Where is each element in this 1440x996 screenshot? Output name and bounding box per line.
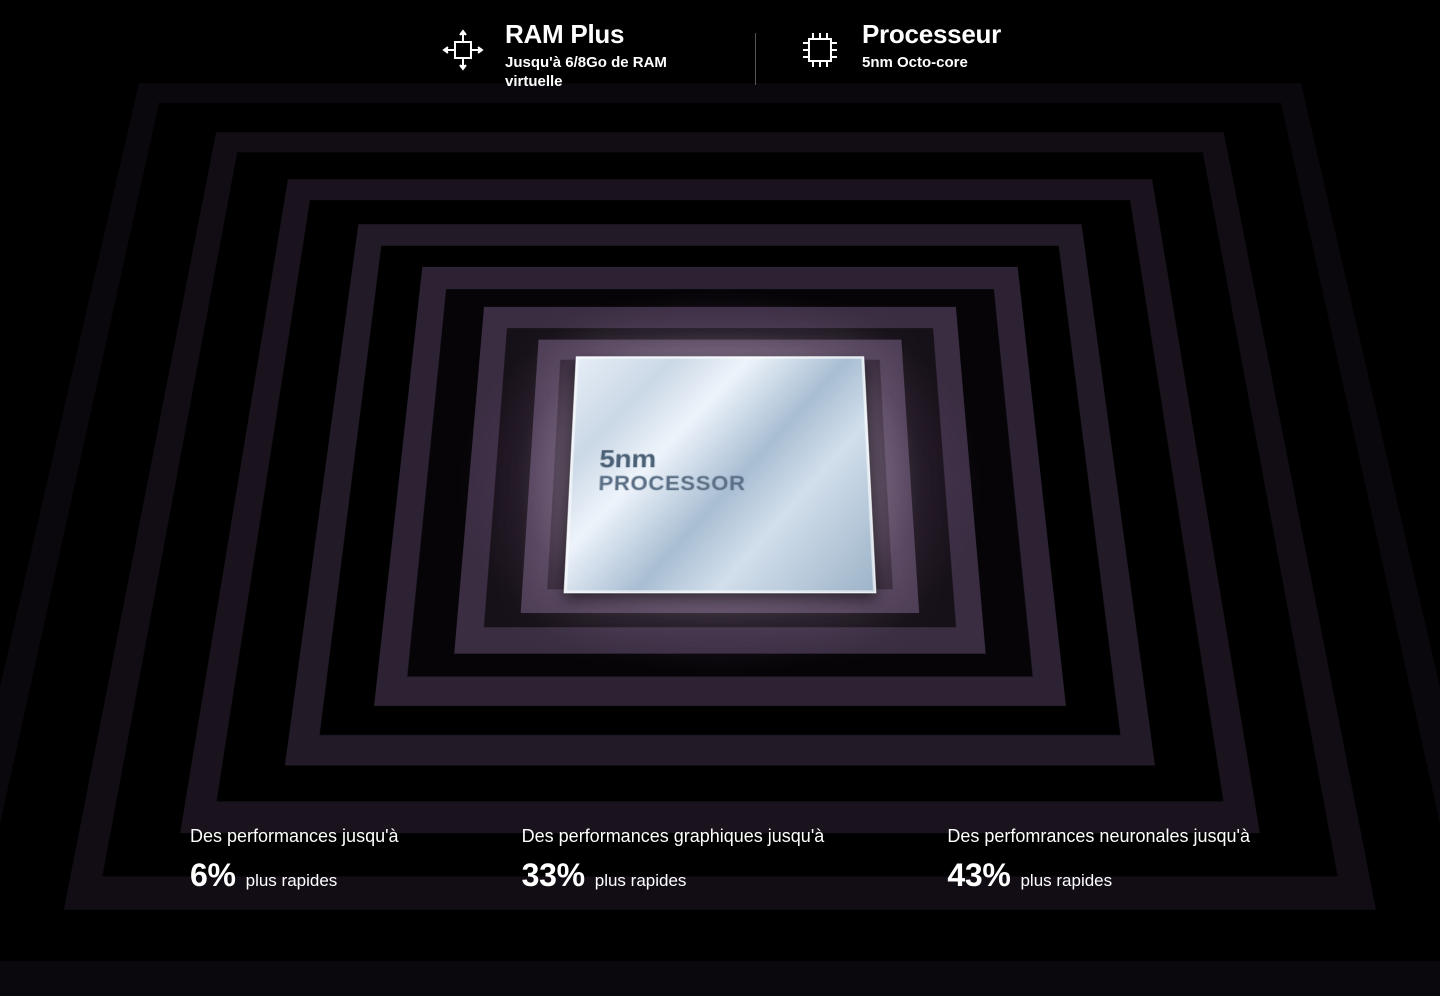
feature-text: Processeur 5nm Octo-core: [862, 20, 1001, 72]
feature-title: RAM Plus: [505, 20, 715, 49]
stat-value-row: 6% plus rapides: [190, 857, 399, 894]
stat-label: Des perfomrances neuronales jusqu'à: [947, 825, 1250, 848]
ram-plus-icon: [439, 20, 487, 80]
processor-icon: [796, 20, 844, 80]
stat-neural: Des perfomrances neuronales jusqu'à 43% …: [947, 825, 1250, 895]
feature-row: RAM Plus Jusqu'à 6/8Go de RAM virtuelle …: [439, 20, 1001, 92]
feature-divider: [755, 33, 756, 85]
concentric-frames: 5nm PROCESSOR: [50, 120, 1390, 820]
stat-value: 43%: [947, 857, 1010, 894]
feature-text: RAM Plus Jusqu'à 6/8Go de RAM virtuelle: [505, 20, 715, 92]
stat-value-row: 43% plus rapides: [947, 857, 1250, 894]
stat-label: Des performances jusqu'à: [190, 825, 399, 848]
stat-value: 6%: [190, 857, 236, 894]
stat-suffix: plus rapides: [1020, 871, 1112, 891]
feature-subtitle: Jusqu'à 6/8Go de RAM virtuelle: [505, 53, 715, 92]
stat-graphics: Des performances graphiques jusqu'à 33% …: [522, 825, 825, 895]
feature-title: Processeur: [862, 20, 1001, 49]
feature-processor: Processeur 5nm Octo-core: [796, 20, 1001, 80]
frames-plane: 5nm PROCESSOR: [0, 183, 1440, 828]
stat-label: Des performances graphiques jusqu'à: [522, 825, 825, 848]
feature-subtitle: 5nm Octo-core: [862, 53, 1001, 73]
feature-ram-plus: RAM Plus Jusqu'à 6/8Go de RAM virtuelle: [439, 20, 715, 92]
stat-suffix: plus rapides: [246, 871, 338, 891]
stat-value-row: 33% plus rapides: [522, 857, 825, 894]
stats-row: Des performances jusqu'à 6% plus rapides…: [190, 825, 1250, 895]
stat-performance: Des performances jusqu'à 6% plus rapides: [190, 825, 399, 895]
stat-suffix: plus rapides: [595, 871, 687, 891]
stat-value: 33%: [522, 857, 585, 894]
